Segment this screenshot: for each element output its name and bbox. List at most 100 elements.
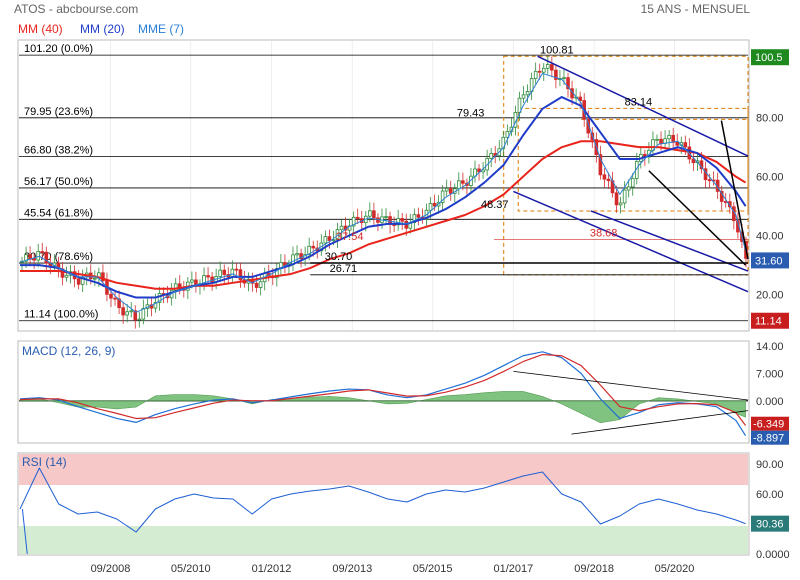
- rsi-spike: [21, 508, 28, 555]
- macd-badge-label: -8.897: [753, 433, 784, 445]
- candle-body: [311, 245, 316, 249]
- mm20-line: [20, 96, 747, 299]
- fib-level-label: 45.54 (61.8%): [24, 207, 93, 219]
- price-badge: [751, 49, 789, 66]
- trendline-upper: [537, 55, 749, 157]
- mm40-line: [20, 140, 747, 290]
- legend-mm20: MM (20): [80, 22, 125, 36]
- candle-body: [521, 94, 526, 99]
- macd-trendline-bottom: [571, 410, 749, 435]
- header-period: 15 ANS - MENSUEL: [641, 2, 751, 16]
- candle-body: [525, 91, 530, 96]
- price-badge: [751, 312, 789, 329]
- fib-level-label: 11.14 (100.0%): [24, 309, 98, 321]
- price-y-tick-label: 20.00: [756, 290, 784, 302]
- candle-body: [707, 179, 712, 182]
- fib-box: [517, 107, 749, 212]
- candle-body: [190, 279, 194, 283]
- candle-body: [444, 187, 449, 192]
- price-badge: [751, 252, 789, 269]
- candle-body: [396, 218, 400, 226]
- fib-level-label: 66.80 (38.2%): [24, 145, 93, 157]
- candle-body: [141, 308, 146, 320]
- candle-body: [137, 318, 142, 321]
- price-annotation: 26.71: [330, 263, 358, 275]
- macd-badge: [751, 430, 789, 445]
- candle-body: [101, 272, 105, 282]
- candle-body: [222, 269, 227, 275]
- candle-body: [355, 216, 360, 219]
- x-tick-label: 05/2020: [655, 563, 695, 575]
- price-annotation: 30.70: [325, 251, 353, 263]
- candle-body: [655, 138, 659, 141]
- candle-body: [461, 180, 465, 184]
- x-tick-label: 01/2012: [252, 563, 292, 575]
- candle-body: [44, 251, 49, 264]
- price-y-tick-label: 80.00: [756, 113, 784, 125]
- candle-body: [368, 210, 372, 217]
- candle-body: [372, 210, 376, 219]
- candle-body: [351, 216, 356, 227]
- candle-body: [133, 310, 138, 321]
- legend-mm40: MM (40): [18, 22, 63, 36]
- x-tick-label: 05/2010: [171, 563, 211, 575]
- macd-y-tick-label: 14.00: [756, 341, 784, 353]
- rsi-title: RSI (14): [22, 455, 67, 469]
- candle-body: [416, 214, 421, 218]
- candle-body: [24, 254, 28, 262]
- candle-body: [618, 202, 623, 206]
- candle-body: [537, 70, 542, 73]
- price-panel: [17, 39, 750, 332]
- price-y-tick-label: 40.00: [756, 231, 784, 243]
- candle-body: [598, 154, 603, 176]
- candle-body: [562, 77, 566, 80]
- fib-level-label: 101.20 (0.0%): [24, 43, 93, 55]
- candle-body: [299, 253, 303, 260]
- macd-y-tick-label: 0.000: [756, 396, 784, 408]
- candle-body: [400, 218, 404, 222]
- candle-body: [230, 268, 235, 278]
- price-annotation: 37.54: [336, 231, 364, 243]
- candle-body: [376, 217, 380, 223]
- candle-body: [448, 187, 453, 194]
- macd-signal-line: [19, 353, 747, 426]
- x-tick-label: 01/2017: [494, 563, 534, 575]
- candle-body: [501, 136, 506, 150]
- candle-body: [323, 236, 328, 244]
- candle-body: [578, 96, 582, 101]
- candle-body: [153, 302, 158, 309]
- candle-body: [432, 202, 437, 207]
- candle-body: [505, 131, 510, 138]
- x-tick-label: 05/2015: [413, 563, 453, 575]
- candle-body: [173, 283, 178, 291]
- trendline-lower: [513, 190, 749, 293]
- candle-body: [238, 269, 243, 281]
- fib-level-label: 56.17 (50.0%): [24, 176, 93, 188]
- candle-body: [206, 275, 210, 278]
- rsi-panel: [17, 452, 750, 556]
- candle-body: [440, 190, 445, 203]
- candle-body: [258, 281, 263, 288]
- x-tick-label: 09/2008: [91, 563, 131, 575]
- price-annotation: 38.68: [590, 228, 618, 240]
- candle-body: [28, 254, 32, 260]
- candle-body: [295, 253, 299, 256]
- candle-body: [36, 251, 40, 261]
- candle-body: [602, 174, 607, 180]
- candle-body: [566, 77, 570, 90]
- candle-body: [667, 134, 671, 140]
- trendline-steep: [720, 120, 749, 260]
- mme7-line: [19, 72, 747, 313]
- macd-panel: [17, 340, 750, 444]
- candle-body: [550, 64, 554, 71]
- header-title: ATOS - abcbourse.com: [14, 2, 138, 16]
- rsi-y-tick-label: 60.00: [756, 489, 784, 501]
- candle-body: [614, 192, 619, 206]
- price-badge-label: 31.60: [755, 255, 783, 267]
- candle-body: [384, 216, 388, 218]
- candle-body: [93, 277, 97, 280]
- x-tick-label: 09/2018: [574, 563, 614, 575]
- candle-body: [125, 311, 129, 316]
- candle-body: [129, 310, 134, 313]
